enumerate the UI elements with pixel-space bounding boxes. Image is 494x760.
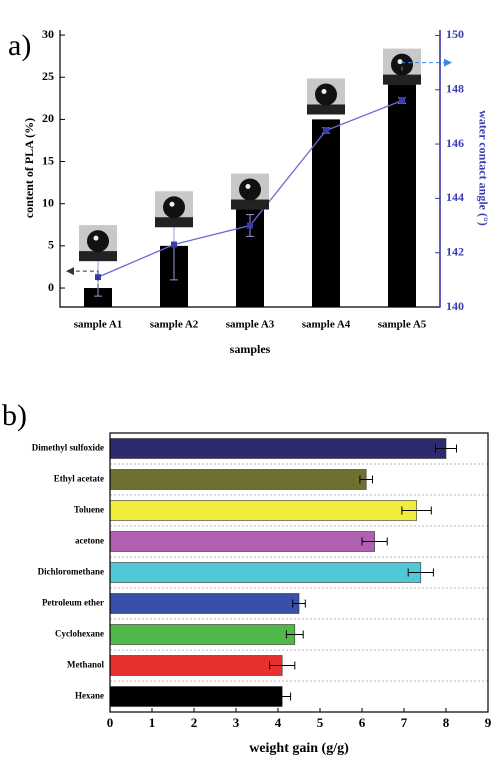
droplet-shine	[93, 235, 99, 241]
bar	[109, 531, 375, 552]
error-bar	[361, 537, 388, 546]
x-tick-label: sample A5	[378, 319, 427, 331]
bar	[84, 288, 112, 307]
x-tick-label: 3	[233, 715, 240, 730]
y2-tick-label: 144	[446, 190, 464, 204]
y2-axis-label: water contact angle (°)	[476, 110, 490, 226]
x-tick-label: 0	[107, 715, 114, 730]
error-bar	[269, 661, 296, 670]
panel-label: b)	[2, 399, 27, 432]
point	[323, 127, 329, 134]
arrow-head	[444, 58, 452, 67]
x-tick-label: 5	[317, 715, 324, 730]
bar	[388, 77, 416, 307]
droplet	[391, 53, 413, 76]
droplet	[87, 230, 109, 253]
y-tick-label: Dichloromethane	[38, 567, 104, 577]
droplet-shine	[321, 88, 327, 94]
bar	[109, 562, 422, 583]
bar	[312, 119, 340, 307]
droplet-substrate	[383, 74, 421, 85]
x-axis-label: weight gain (g/g)	[249, 741, 349, 756]
droplet-substrate	[231, 199, 269, 210]
y-tick-label: 20	[42, 111, 54, 125]
x-tick-label: sample A2	[150, 319, 199, 331]
y2-tick-label: 140	[446, 299, 464, 313]
y-tick-label: Methanol	[67, 660, 104, 670]
bar	[109, 438, 447, 459]
point	[247, 222, 253, 229]
x-tick-label: 8	[443, 715, 450, 730]
error-bar	[273, 692, 292, 701]
error-bar	[435, 444, 457, 453]
x-tick-label: 1	[149, 715, 156, 730]
droplet-substrate	[79, 251, 117, 262]
droplet-substrate	[155, 217, 193, 228]
y-axis-label: content of PLA (%)	[22, 118, 36, 218]
error-bar	[359, 475, 373, 484]
point	[399, 97, 405, 104]
y-tick-label: 15	[42, 153, 54, 167]
y2-tick-label: 150	[446, 27, 464, 41]
error-bar	[401, 506, 432, 515]
arrow-head	[66, 267, 74, 276]
y2-tick-label: 142	[446, 244, 464, 258]
bar	[109, 469, 367, 490]
x-axis-label: samples	[230, 342, 271, 356]
y-tick-label: 30	[42, 27, 54, 41]
x-tick-label: 4	[275, 715, 282, 730]
y-tick-label: 10	[42, 195, 54, 209]
y-tick-label: Toluene	[74, 505, 104, 515]
bar	[109, 624, 296, 645]
bar	[109, 593, 300, 614]
error-bar	[285, 630, 304, 639]
droplet-shine	[245, 184, 251, 190]
x-tick-label: 2	[191, 715, 198, 730]
droplet-shine	[169, 201, 175, 207]
y-tick-label: acetone	[75, 536, 104, 546]
droplet-substrate	[307, 104, 345, 115]
y-tick-label: 25	[42, 69, 54, 83]
x-tick-label: 6	[359, 715, 366, 730]
y2-tick-label: 148	[446, 81, 464, 95]
x-tick-label: sample A4	[302, 319, 351, 331]
y-tick-label: 0	[48, 280, 54, 294]
axis-frame	[109, 432, 489, 713]
x-tick-label: 9	[485, 715, 492, 730]
pointer-arrow	[401, 62, 446, 71]
pointer-arrow	[72, 270, 99, 289]
error-bar	[292, 599, 306, 608]
droplet	[315, 83, 337, 106]
y-tick-label: 5	[48, 238, 54, 252]
y2-tick-label: 146	[446, 136, 464, 150]
y-tick-label: Cyclohexane	[55, 629, 104, 639]
x-tick-label: 7	[401, 715, 408, 730]
bar	[109, 500, 417, 521]
y-tick-label: Ethyl acetate	[54, 474, 104, 484]
panel-label: a)	[8, 29, 31, 62]
y-tick-label: Petroleum ether	[42, 598, 104, 608]
x-tick-label: sample A3	[226, 319, 275, 331]
droplet	[239, 178, 261, 201]
y-tick-label: Hexane	[75, 691, 104, 701]
droplet	[163, 196, 185, 219]
x-tick-label: sample A1	[74, 319, 123, 331]
point	[171, 241, 177, 248]
bar	[109, 655, 283, 676]
droplet-shine	[397, 59, 403, 65]
y-tick-label: Dimethyl sulfoxide	[32, 443, 104, 453]
bar	[109, 686, 283, 707]
error-bar	[407, 568, 434, 577]
